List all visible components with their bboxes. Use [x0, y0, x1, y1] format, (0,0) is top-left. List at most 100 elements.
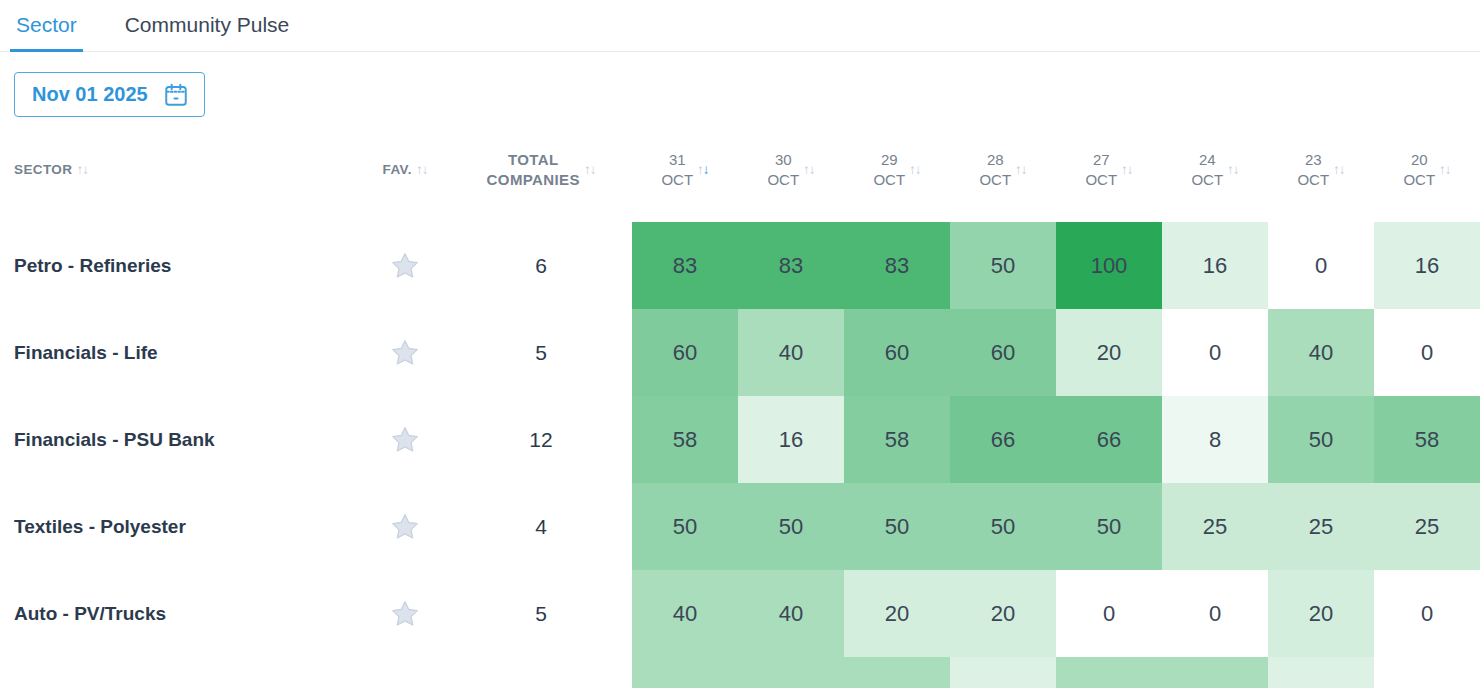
favorite-star-button[interactable]: [360, 222, 450, 309]
heatmap-cell: 16: [1374, 222, 1480, 309]
heatmap-cell: 50: [738, 483, 844, 570]
heatmap-cell: 8: [1162, 396, 1268, 483]
total-companies-value: 6: [450, 222, 632, 309]
heatmap-cell: 50: [950, 483, 1056, 570]
tab-community-pulse[interactable]: Community Pulse: [119, 0, 296, 52]
date-picker-value: Nov 01 2025: [32, 83, 148, 106]
column-header-sector-label: SECTOR: [14, 162, 72, 177]
date-header-label: 20OCT: [1403, 150, 1435, 189]
total-companies-value: 5: [450, 570, 632, 657]
table-header: SECTOR ↑↓ FAV. ↑↓ TOTAL COMPANIES ↑↓ 31O…: [0, 117, 1480, 222]
favorite-star-button[interactable]: [360, 570, 450, 657]
heatmap-cell-partial: [632, 657, 738, 688]
heatmap-cell: 58: [1374, 396, 1480, 483]
tab-sector[interactable]: Sector: [10, 0, 83, 52]
sort-arrows-icon: ↑↓: [909, 162, 921, 177]
heatmap-cell: 0: [1374, 309, 1480, 396]
column-header-total-companies[interactable]: TOTAL COMPANIES ↑↓: [450, 117, 632, 222]
sort-arrows-icon: ↑↓: [1439, 162, 1451, 177]
favorite-star-button[interactable]: [360, 396, 450, 483]
heatmap-cell: 0: [1056, 570, 1162, 657]
sort-arrows-icon: ↑↓: [803, 162, 815, 177]
heatmap-cell: 20: [1268, 570, 1374, 657]
sector-name[interactable]: Petro - Refineries: [0, 222, 360, 309]
heatmap-cell: 16: [1162, 222, 1268, 309]
heatmap-cell-partial: [738, 657, 844, 688]
table-row: Financials - Life560406060200400: [0, 309, 1480, 396]
date-header-label: 30OCT: [767, 150, 799, 189]
heatmap-cell: 83: [738, 222, 844, 309]
heatmap-cell: 60: [632, 309, 738, 396]
star-icon: [390, 338, 420, 368]
column-header-20-oct[interactable]: 20OCT ↑↓: [1374, 117, 1480, 222]
column-header-24-oct[interactable]: 24OCT ↑↓: [1162, 117, 1268, 222]
column-header-sector[interactable]: SECTOR ↑↓: [0, 117, 360, 222]
sort-arrows-icon: ↑↓: [76, 162, 88, 177]
sector-name[interactable]: Auto - PV/Trucks: [0, 570, 360, 657]
date-header-label: 28OCT: [979, 150, 1011, 189]
calendar-icon: [163, 82, 189, 108]
sort-arrows-icon: ↑↓: [416, 162, 428, 177]
heatmap-cell: 66: [950, 396, 1056, 483]
heatmap-cell: 50: [632, 483, 738, 570]
heatmap-cell: 25: [1268, 483, 1374, 570]
heatmap-cell: 25: [1374, 483, 1480, 570]
total-companies-value: 12: [450, 396, 632, 483]
heatmap-cell: 20: [950, 570, 1056, 657]
heatmap-cell: 100: [1056, 222, 1162, 309]
table-row-partial: [0, 657, 1480, 688]
column-header-fav-label: FAV.: [383, 162, 412, 177]
table-row: Textiles - Polyester45050505050252525: [0, 483, 1480, 570]
heatmap-cell: 66: [1056, 396, 1162, 483]
column-header-27-oct[interactable]: 27OCT ↑↓: [1056, 117, 1162, 222]
column-header-31-oct[interactable]: 31OCT ↑↓: [632, 117, 738, 222]
total-companies-value: 4: [450, 483, 632, 570]
sort-arrows-icon: ↑↓: [697, 162, 709, 177]
sector-name[interactable]: Financials - Life: [0, 309, 360, 396]
sort-arrows-icon: ↑↓: [1121, 162, 1133, 177]
column-header-28-oct[interactable]: 28OCT ↑↓: [950, 117, 1056, 222]
heatmap-cell: 20: [1056, 309, 1162, 396]
heatmap-cell: 40: [738, 570, 844, 657]
heatmap-cell-partial: [1268, 657, 1374, 688]
star-icon: [390, 599, 420, 629]
date-header-label: 23OCT: [1297, 150, 1329, 189]
star-icon: [390, 425, 420, 455]
heatmap-cell: 0: [1162, 570, 1268, 657]
table-row: Financials - PSU Bank12581658666685058: [0, 396, 1480, 483]
heatmap-cell: 20: [844, 570, 950, 657]
heatmap-cell: 0: [1162, 309, 1268, 396]
heatmap-cell: 40: [1268, 309, 1374, 396]
column-header-30-oct[interactable]: 30OCT ↑↓: [738, 117, 844, 222]
star-icon: [390, 512, 420, 542]
heatmap-cell: 50: [1268, 396, 1374, 483]
sector-name[interactable]: Textiles - Polyester: [0, 483, 360, 570]
column-header-fav[interactable]: FAV. ↑↓: [360, 117, 450, 222]
date-header-label: 29OCT: [873, 150, 905, 189]
sort-arrows-icon: ↑↓: [1227, 162, 1239, 177]
heatmap-cell: 60: [950, 309, 1056, 396]
sort-arrows-icon: ↑↓: [1333, 162, 1345, 177]
sort-arrows-icon: ↑↓: [1015, 162, 1027, 177]
heatmap-cell-partial: [1056, 657, 1162, 688]
heatmap-cell-partial: [844, 657, 950, 688]
heatmap-cell-partial: [950, 657, 1056, 688]
favorite-star-button[interactable]: [360, 483, 450, 570]
heatmap-cell: 0: [1268, 222, 1374, 309]
favorite-star-button[interactable]: [360, 309, 450, 396]
column-header-29-oct[interactable]: 29OCT ↑↓: [844, 117, 950, 222]
heatmap-cell: 83: [844, 222, 950, 309]
table-body: Petro - Refineries68383835010016016Finan…: [0, 222, 1480, 657]
column-header-23-oct[interactable]: 23OCT ↑↓: [1268, 117, 1374, 222]
heatmap-cell-partial: [1162, 657, 1268, 688]
heatmap-cell: 25: [1162, 483, 1268, 570]
column-header-total-label: TOTAL COMPANIES: [487, 150, 580, 189]
toolbar: Nov 01 2025: [0, 52, 1480, 117]
date-header-label: 24OCT: [1191, 150, 1223, 189]
date-picker-button[interactable]: Nov 01 2025: [14, 72, 205, 117]
date-header-label: 27OCT: [1085, 150, 1117, 189]
date-header-label: 31OCT: [661, 150, 693, 189]
star-icon: [390, 251, 420, 281]
sector-name[interactable]: Financials - PSU Bank: [0, 396, 360, 483]
tab-bar: Sector Community Pulse: [0, 0, 1480, 52]
